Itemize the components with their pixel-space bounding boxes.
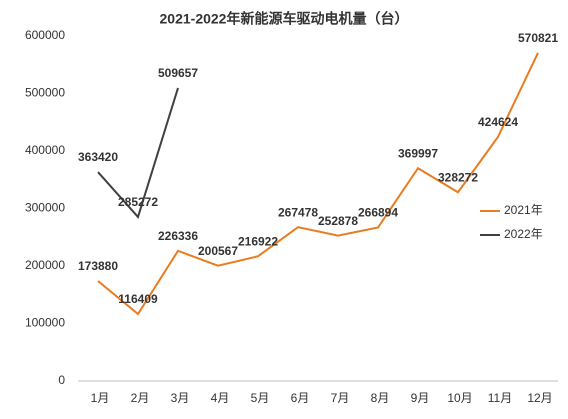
legend-label: 2021年 [504, 203, 543, 217]
data-label: 328272 [438, 170, 478, 184]
y-tick-label: 200000 [25, 258, 65, 272]
chart-title: 2021-2022年新能源车驱动电机量（台） [160, 11, 409, 27]
y-tick-label: 300000 [25, 201, 65, 215]
data-label: 369997 [398, 146, 438, 160]
data-label: 570821 [518, 31, 558, 45]
x-tick-label: 6月 [291, 391, 310, 405]
legend-label: 2022年 [504, 227, 543, 241]
series-line [97, 87, 179, 219]
x-tick-label: 10月 [447, 391, 472, 405]
series-line [97, 52, 539, 316]
data-label: 226336 [158, 229, 198, 243]
x-tick-label: 11月 [488, 391, 512, 405]
data-label: 116409 [118, 292, 158, 306]
y-tick-label: 400000 [25, 143, 65, 157]
data-label: 267478 [278, 205, 318, 219]
data-label: 216922 [238, 234, 278, 248]
x-tick-label: 9月 [411, 391, 430, 405]
y-tick-label: 500000 [25, 86, 65, 100]
x-tick-label: 4月 [211, 391, 230, 405]
y-tick-label: 600000 [25, 28, 65, 42]
x-tick-label: 1月 [91, 391, 110, 405]
data-label: 200567 [198, 244, 238, 258]
data-label: 285272 [118, 195, 158, 209]
x-tick-label: 8月 [371, 391, 390, 405]
data-label: 509657 [158, 66, 198, 80]
data-label: 252878 [318, 214, 358, 228]
y-tick-label: 0 [58, 373, 65, 387]
data-label: 266894 [358, 206, 398, 220]
x-tick-label: 2月 [131, 391, 150, 405]
x-tick-label: 3月 [171, 391, 190, 405]
x-tick-label: 12月 [527, 391, 552, 405]
data-label: 363420 [78, 150, 118, 164]
data-label: 173880 [78, 259, 118, 273]
y-tick-label: 100000 [25, 316, 65, 330]
data-label: 424624 [478, 115, 518, 129]
x-tick-label: 7月 [331, 391, 350, 405]
x-tick-label: 5月 [251, 391, 270, 405]
